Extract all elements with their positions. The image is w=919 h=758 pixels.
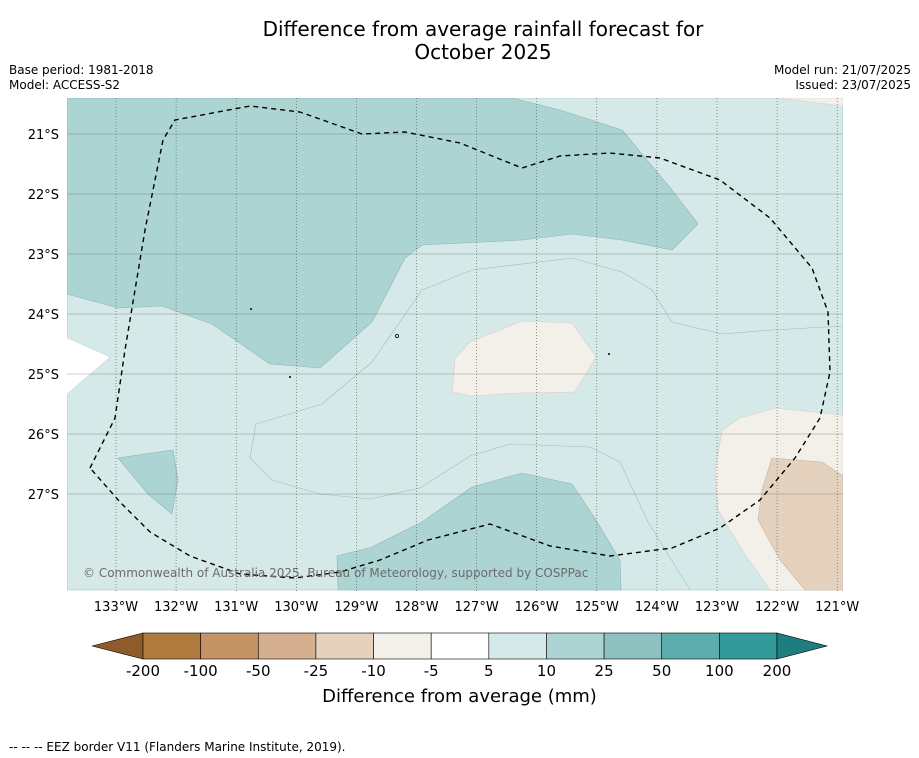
- latitude-tick-label: 22°S: [28, 188, 59, 203]
- island-mark: [289, 376, 291, 378]
- colorbar-tick-label: -25: [304, 662, 329, 680]
- colorbar-over-arrow: [776, 632, 829, 660]
- longitude-tick-label: 133°W: [94, 600, 138, 615]
- colorbar-tick-label: 10: [537, 662, 556, 680]
- longitude-tick-label: 132°W: [154, 600, 198, 615]
- latitude-tick-label: 23°S: [28, 248, 59, 263]
- gridlines: [67, 98, 843, 591]
- longitude-labels: 133°W 132°W 131°W 130°W 129°W 128°W 127°W 126°W…: [94, 600, 860, 615]
- colorbar-tick-label: -200: [126, 662, 160, 680]
- longitude-tick-label: 129°W: [334, 600, 378, 615]
- latitude-tick-label: 21°S: [28, 128, 59, 143]
- colorbar-tick-label: 50: [652, 662, 671, 680]
- model-text: Model: ACCESS-S2: [9, 78, 121, 92]
- colorbar-swatch: [719, 632, 778, 660]
- colorbar-tick-label: -10: [361, 662, 386, 680]
- map-area: © Commonwealth of Australia 2025, Bureau…: [67, 98, 843, 591]
- rain-region-10-25: [67, 98, 699, 369]
- title-line-1: Difference from average rainfall forecas…: [262, 17, 704, 41]
- eez-footnote: -- -- -- EEZ border V11 (Flanders Marine…: [9, 740, 346, 754]
- island-mark: [250, 308, 252, 310]
- colorbar-tick-label: -50: [246, 662, 271, 680]
- base-period-text: Base period: 1981-2018: [9, 63, 154, 77]
- latitude-tick-label: 26°S: [28, 428, 59, 443]
- longitude-tick-label: 130°W: [274, 600, 318, 615]
- longitude-tick-label: 121°W: [815, 600, 859, 615]
- rain-region-neutral: [67, 338, 110, 394]
- island-mark: [608, 353, 610, 355]
- colorbar-tick-label: 200: [763, 662, 792, 680]
- longitude-tick-label: 124°W: [635, 600, 679, 615]
- rain-region-minus10-minus5-ne: [777, 98, 843, 107]
- island-mark: [394, 333, 399, 338]
- colorbar-swatch: [373, 632, 432, 660]
- longitude-tick-label: 123°W: [695, 600, 739, 615]
- colorbar-swatch: [257, 632, 317, 660]
- colorbar-swatch: [661, 632, 720, 660]
- rain-region-10-25-west: [117, 449, 179, 515]
- colorbar-swatch: [603, 632, 663, 660]
- copyright-text: © Commonwealth of Australia 2025, Bureau…: [83, 566, 588, 580]
- colorbar-swatch: [546, 632, 605, 660]
- colorbar-swatch: [430, 632, 490, 660]
- meta-right: Model run: 21/07/2025 Issued: 23/07/2025: [774, 63, 911, 93]
- title-line-2: October 2025: [414, 40, 552, 64]
- meta-left: Base period: 1981-2018 Model: ACCESS-S2: [9, 63, 154, 93]
- colorbar-under-arrow: [91, 632, 144, 660]
- colorbar-swatch: [200, 632, 259, 660]
- issued-text: Issued: 23/07/2025: [795, 78, 911, 92]
- model-run-text: Model run: 21/07/2025: [773, 63, 911, 77]
- longitude-tick-label: 131°W: [214, 600, 258, 615]
- colorbar: -200 -100 -50 -25 -10 -5 5 10 25 50 100 200: [91, 632, 829, 680]
- colorbar-tick-label: 100: [705, 662, 734, 680]
- colorbar-tick-label: -100: [184, 662, 218, 680]
- colorbar-tick-label: -5: [424, 662, 439, 680]
- longitude-tick-label: 127°W: [455, 600, 499, 615]
- chart-title: Difference from average rainfall forecas…: [0, 18, 919, 64]
- colorbar-swatch: [142, 632, 201, 660]
- colorbar-title: Difference from average (mm): [322, 686, 597, 707]
- longitude-tick-label: 128°W: [394, 600, 438, 615]
- rain-region-10-25-south: [336, 472, 622, 591]
- latitude-tick-label: 24°S: [28, 308, 59, 323]
- colorbar-swatch: [488, 632, 547, 660]
- longitude-tick-label: 125°W: [575, 600, 619, 615]
- colorbar-swatch: [315, 632, 374, 660]
- latitude-tick-label: 27°S: [28, 488, 59, 503]
- longitude-tick-label: 122°W: [755, 600, 799, 615]
- colorbar-tick-label: 5: [484, 662, 494, 680]
- rain-region-minus10-minus5-centre: [451, 320, 597, 397]
- colorbar-tick-label: 25: [595, 662, 614, 680]
- eez-border: [89, 105, 831, 579]
- latitude-labels: 21°S 22°S 23°S 24°S 25°S 26°S 27°S: [28, 128, 59, 503]
- longitude-tick-label: 126°W: [515, 600, 559, 615]
- latitude-tick-label: 25°S: [28, 368, 59, 383]
